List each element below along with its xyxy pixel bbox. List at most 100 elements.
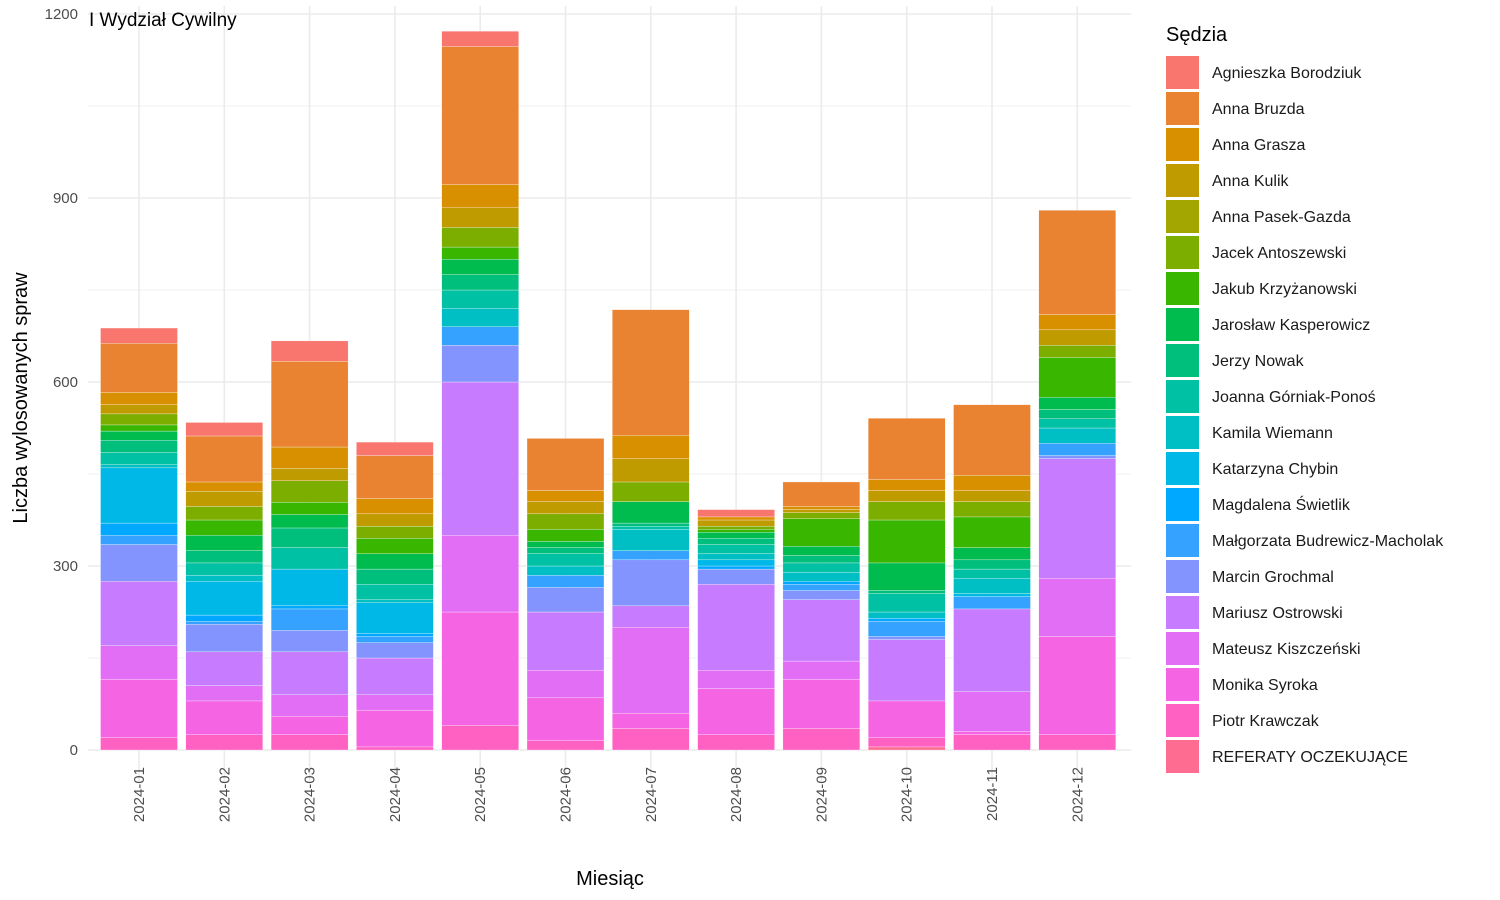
- bar-segment: [697, 509, 775, 518]
- bar-segment: [868, 639, 946, 702]
- bar-segment: [441, 46, 519, 185]
- bar-segment: [612, 559, 690, 607]
- bar-segment: [782, 571, 861, 582]
- bar-segment: [270, 651, 349, 695]
- x-tick-label: 2024-01: [131, 767, 148, 822]
- legend-swatch: [1166, 704, 1199, 737]
- bar-segment: [100, 413, 178, 426]
- legend-swatch: [1166, 668, 1199, 701]
- bar-segment: [526, 513, 605, 530]
- bar-segment: [356, 636, 434, 643]
- legend-swatch: [1166, 524, 1199, 557]
- bar-segment: [953, 490, 1031, 502]
- bar-segment: [1038, 734, 1116, 751]
- bar-segment: [441, 289, 519, 309]
- bar-segment: [356, 568, 434, 585]
- bar-segment: [782, 679, 861, 729]
- legend-swatch: [1166, 632, 1199, 665]
- bar-segment: [356, 584, 434, 600]
- bar-segment: [1038, 443, 1116, 456]
- bar-segment: [356, 538, 434, 554]
- bar-segment: [612, 605, 690, 628]
- bar-segment: [868, 636, 946, 640]
- bar-segment: [356, 694, 434, 711]
- legend-label: Magdalena Świetlik: [1212, 495, 1351, 514]
- legend-swatch: [1166, 56, 1199, 89]
- bar-segment: [526, 438, 605, 491]
- bar-segment: [1038, 345, 1116, 358]
- legend-label: Jakub Krzyżanowski: [1212, 281, 1357, 298]
- y-tick-label: 1200: [45, 6, 78, 23]
- x-axis-ticks: 2024-01 2024-02 2024-03 2024-04 2024-05 2024-…: [131, 767, 1086, 822]
- legend-swatch: [1166, 560, 1199, 593]
- bar-segment: [782, 555, 861, 564]
- bar-segment: [697, 532, 775, 539]
- bar-segment: [441, 207, 519, 228]
- bar-segment: [782, 590, 861, 600]
- bar-segment: [441, 345, 519, 383]
- bar-segment: [185, 550, 263, 564]
- bar-segment: [868, 590, 946, 594]
- bar-segment: [185, 562, 263, 576]
- bar-segment: [868, 490, 946, 502]
- bar-segment: [185, 651, 263, 686]
- bar-segment: [185, 491, 263, 507]
- legend-swatch: [1166, 596, 1199, 629]
- bar-segment: [1038, 455, 1116, 459]
- legend-label: Katarzyna Chybin: [1212, 461, 1338, 478]
- bar-segment: [100, 544, 178, 582]
- bar-segment: [185, 519, 263, 536]
- bar-segment: [526, 529, 605, 542]
- bar-segment: [356, 553, 434, 570]
- legend-label: Kamila Wiemann: [1212, 425, 1333, 442]
- bar-segment: [100, 430, 178, 441]
- bar-segment: [1038, 357, 1116, 398]
- bar-segment: [441, 725, 519, 751]
- bar-segment: [185, 624, 263, 653]
- bar-segment: [100, 404, 178, 415]
- bar-segment: [356, 498, 434, 515]
- legend-swatch: [1166, 740, 1199, 773]
- bar-segment: [270, 446, 349, 469]
- bar-segment: [100, 327, 178, 344]
- bar-segment: [953, 593, 1031, 597]
- bar-segment: [100, 464, 178, 469]
- bar-segment: [697, 584, 775, 671]
- bar-segment: [697, 670, 775, 689]
- bar-segment: [868, 593, 946, 613]
- bar-segment: [782, 481, 861, 507]
- bar-segment: [185, 435, 263, 483]
- legend-title: Sędzia: [1166, 24, 1228, 46]
- legend-swatch: [1166, 236, 1199, 269]
- legend-label: REFERATY OCZEKUJĄCE: [1212, 749, 1408, 766]
- bar-segment: [441, 184, 519, 208]
- bar-segment: [356, 657, 434, 695]
- bar-segment: [1038, 636, 1116, 735]
- bar-segment: [100, 535, 178, 545]
- bar-segment: [270, 340, 349, 362]
- bar-segment: [100, 522, 178, 536]
- bar-segment: [953, 547, 1031, 561]
- x-tick-label: 2024-04: [387, 767, 404, 822]
- chart-title: I Wydział Cywilny: [89, 10, 237, 31]
- bar-segment: [185, 535, 263, 551]
- bar-segment: [356, 599, 434, 603]
- bar-segment: [441, 274, 519, 291]
- bar-segment: [270, 468, 349, 481]
- y-axis-ticks: 0 300 600 900 1200: [45, 6, 78, 759]
- bar-segment: [526, 740, 605, 751]
- legend-label: Joanna Górniak-Ponoś: [1212, 389, 1376, 406]
- bar-segment: [526, 553, 605, 567]
- bar-layer: [100, 31, 1116, 751]
- bar-segment: [1038, 397, 1116, 410]
- bar-segment: [100, 452, 178, 465]
- bar-segment: [697, 544, 775, 554]
- bar-segment: [1038, 578, 1116, 637]
- bar-segment: [270, 694, 349, 717]
- legend-swatch: [1166, 308, 1199, 341]
- bar-segment: [270, 716, 349, 735]
- bar-segment: [270, 502, 349, 515]
- y-tick-label: 600: [53, 374, 78, 391]
- bar-segment: [612, 728, 690, 751]
